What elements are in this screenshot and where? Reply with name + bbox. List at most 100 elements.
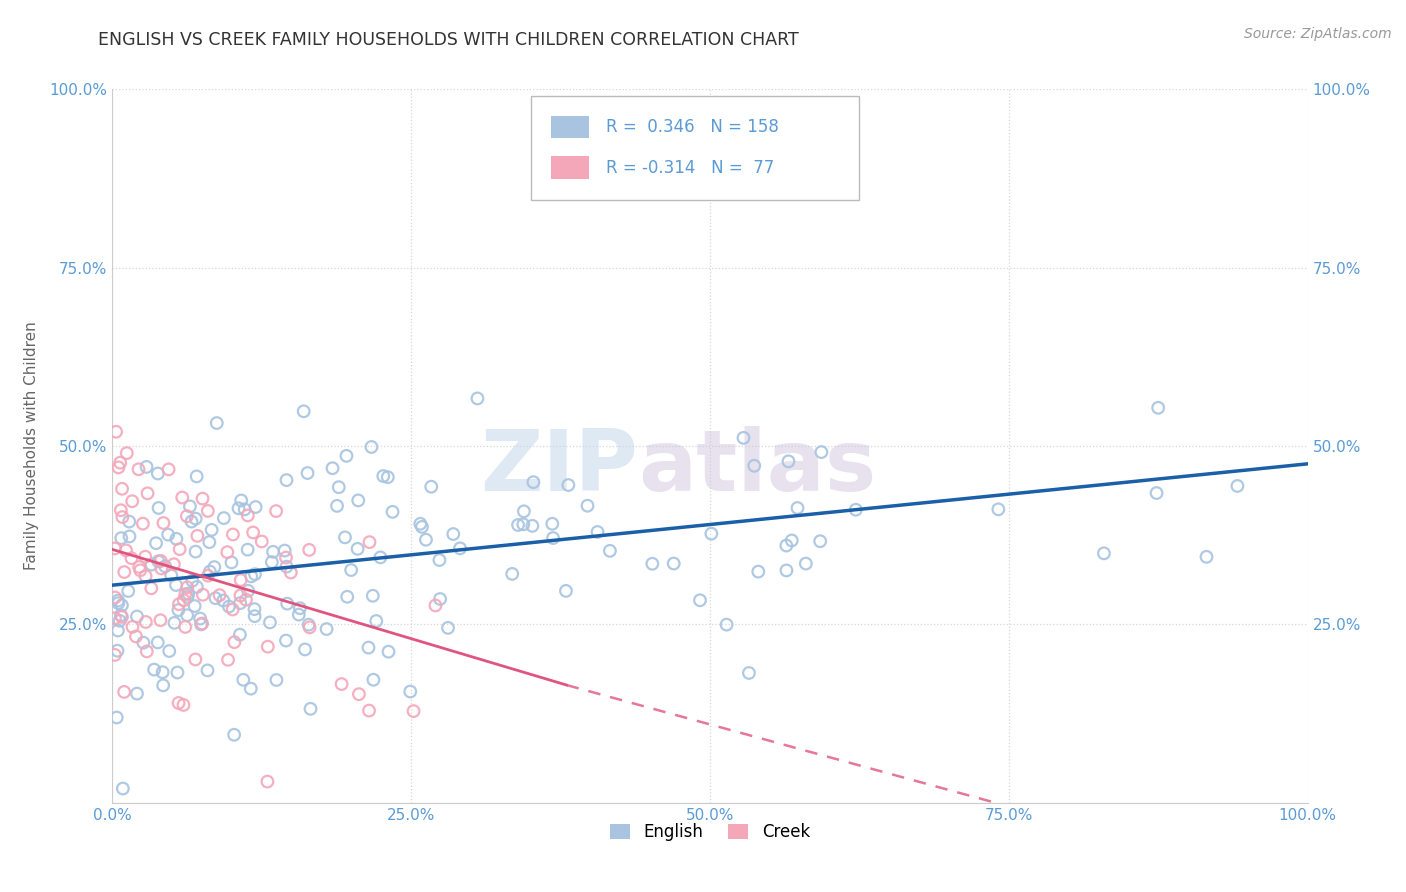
Point — [152, 665, 174, 680]
Point — [108, 614, 131, 628]
Point — [335, 449, 357, 463]
Point — [157, 644, 180, 658]
Point — [212, 593, 235, 607]
Point — [513, 504, 536, 518]
Point — [205, 416, 228, 430]
Point — [276, 473, 298, 487]
Point — [239, 681, 262, 696]
Point — [336, 590, 359, 604]
Point — [108, 456, 131, 470]
Point — [775, 563, 797, 577]
Point — [172, 491, 194, 505]
Point — [208, 588, 231, 602]
Point — [467, 392, 489, 406]
Point — [231, 493, 253, 508]
Point — [599, 544, 621, 558]
Point — [501, 566, 523, 581]
Point — [160, 568, 183, 582]
Point — [135, 615, 157, 629]
Point — [716, 617, 738, 632]
Point — [132, 636, 155, 650]
Point — [229, 573, 252, 587]
Point — [173, 593, 195, 607]
Point — [105, 710, 128, 724]
Point — [298, 542, 321, 557]
Point — [179, 500, 201, 514]
Point — [233, 502, 256, 516]
Point — [262, 545, 284, 559]
Point — [411, 520, 433, 534]
Point — [198, 535, 221, 549]
Point — [146, 635, 169, 649]
Point — [242, 525, 264, 540]
Point — [363, 673, 385, 687]
Point — [775, 539, 797, 553]
Point — [662, 557, 685, 571]
Point — [229, 628, 252, 642]
Point — [157, 527, 180, 541]
Point — [111, 482, 134, 496]
Point — [260, 555, 283, 569]
Point — [111, 781, 134, 796]
Text: R = -0.314   N =  77: R = -0.314 N = 77 — [606, 159, 775, 177]
Point — [104, 541, 127, 556]
Point — [188, 611, 211, 625]
Point — [218, 599, 240, 614]
Point — [359, 535, 381, 549]
Point — [449, 541, 471, 556]
Point — [132, 516, 155, 531]
Point — [148, 500, 170, 515]
Point — [105, 425, 128, 439]
Point — [294, 642, 316, 657]
Point — [149, 554, 172, 568]
Point — [104, 591, 127, 605]
Point — [276, 559, 298, 574]
Point — [373, 469, 395, 483]
Point — [163, 558, 186, 572]
Point — [274, 633, 297, 648]
Point — [110, 503, 132, 517]
Point — [150, 561, 173, 575]
Point — [107, 643, 129, 657]
Point — [224, 728, 246, 742]
Point — [288, 601, 311, 615]
Point — [112, 685, 135, 699]
Point — [292, 404, 315, 418]
Point — [229, 589, 252, 603]
Legend: English, Creek: English, Creek — [603, 817, 817, 848]
Point — [245, 500, 267, 514]
Point — [1195, 549, 1218, 564]
Point — [201, 523, 224, 537]
Point — [221, 556, 243, 570]
Point — [425, 599, 447, 613]
Point — [298, 617, 321, 632]
Point — [298, 620, 321, 634]
Point — [111, 610, 134, 624]
Point — [742, 458, 765, 473]
Point — [167, 597, 190, 611]
Point — [321, 461, 343, 475]
Point — [347, 687, 370, 701]
Point — [135, 569, 157, 583]
Point — [153, 559, 176, 574]
Point — [169, 542, 191, 557]
FancyBboxPatch shape — [531, 96, 859, 200]
Point — [222, 527, 245, 541]
Point — [184, 511, 207, 525]
Point — [141, 581, 163, 595]
Point — [111, 510, 134, 524]
Point — [522, 519, 544, 533]
Point — [148, 554, 170, 568]
Point — [107, 593, 129, 607]
Point — [104, 611, 127, 625]
Point — [129, 563, 152, 577]
Point — [409, 516, 432, 531]
Point — [186, 529, 208, 543]
Point — [256, 640, 278, 654]
Point — [541, 516, 564, 531]
Point — [121, 620, 143, 634]
Point — [125, 629, 148, 643]
Point — [143, 663, 166, 677]
Point — [402, 704, 425, 718]
Point — [243, 609, 266, 624]
